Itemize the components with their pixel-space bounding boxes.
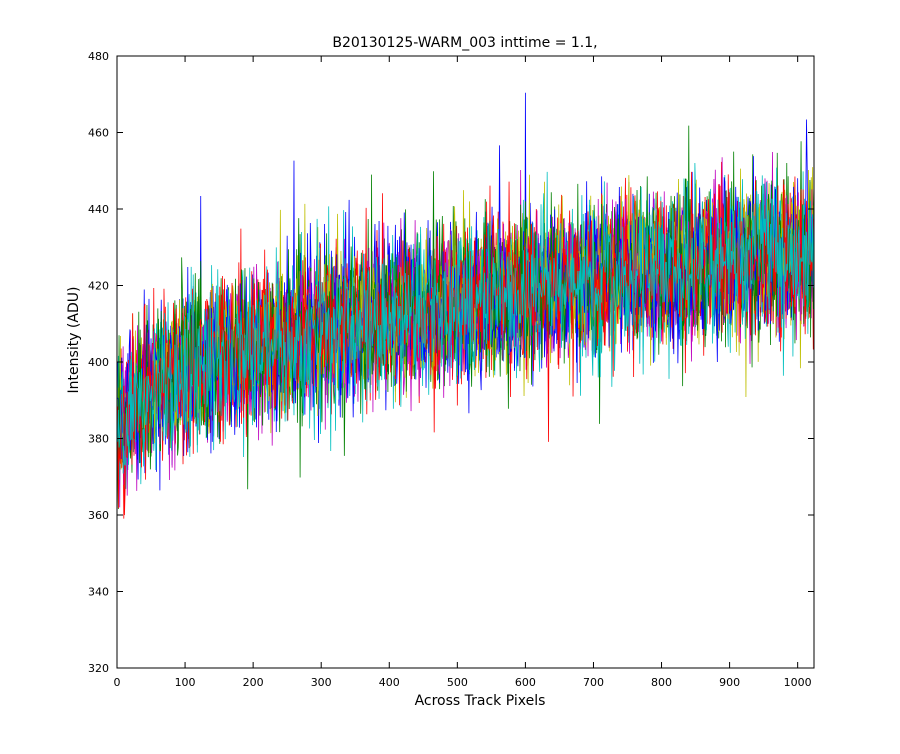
series-line-16: [117, 163, 815, 474]
y-axis-label: Intensity (ADU): [66, 287, 82, 394]
x-tick-label: 500: [447, 676, 468, 689]
chart-title: B20130125-WARM_003 inttime = 1.1,: [332, 35, 597, 51]
x-tick-label: 0: [114, 676, 121, 689]
x-tick-label: 400: [379, 676, 400, 689]
x-tick-label: 200: [243, 676, 264, 689]
x-tick-label: 600: [515, 676, 536, 689]
y-tick-label: 480: [88, 50, 109, 63]
x-tick-label: 800: [651, 676, 672, 689]
y-tick-label: 460: [88, 127, 109, 140]
y-tick-label: 400: [88, 356, 109, 369]
y-tick-label: 380: [88, 433, 109, 446]
y-axis: 320 340 360 380 400 420 440 460 480: [88, 50, 814, 675]
x-tick-label: 1000: [784, 676, 812, 689]
x-axis-label: Across Track Pixels: [415, 693, 546, 709]
x-tick-label: 100: [175, 676, 196, 689]
series-layer: [117, 92, 815, 519]
y-tick-label: 340: [88, 586, 109, 599]
x-tick-label: 700: [583, 676, 604, 689]
x-tick-label: 900: [719, 676, 740, 689]
x-axis: 0 100 200 300 400 500 600 700 800 900 1000: [114, 56, 812, 689]
y-tick-label: 320: [88, 662, 109, 675]
x-tick-label: 300: [311, 676, 332, 689]
y-tick-label: 440: [88, 203, 109, 216]
y-tick-label: 420: [88, 280, 109, 293]
y-tick-label: 360: [88, 509, 109, 522]
